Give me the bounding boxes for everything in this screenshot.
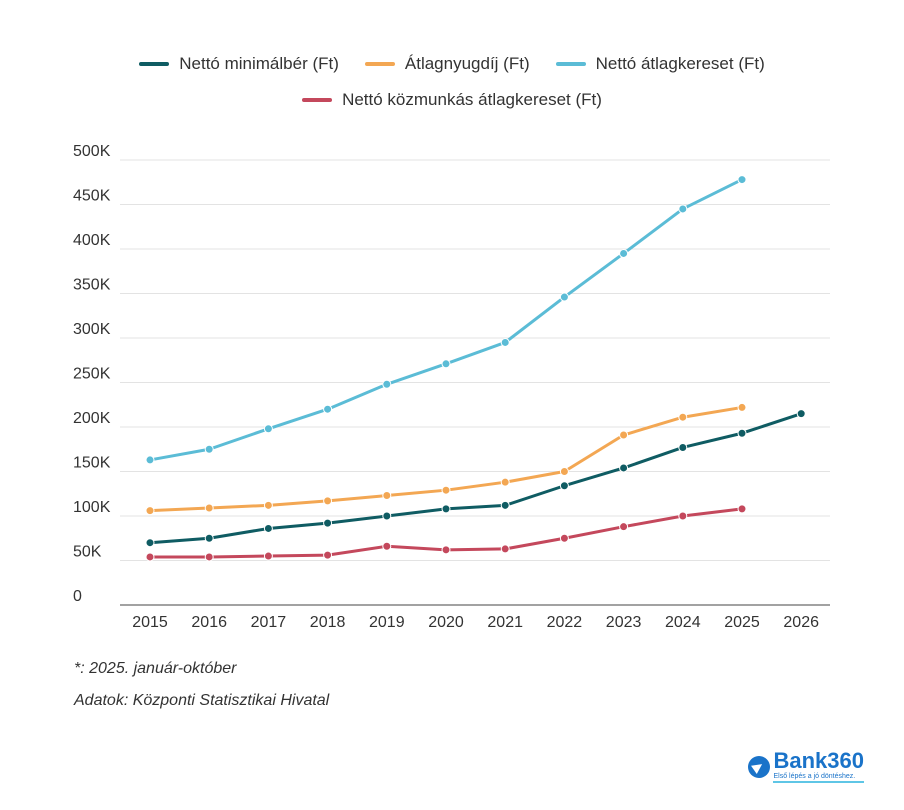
legend-item-atlagkereset: Nettó átlagkereset (Ft) (555, 54, 765, 74)
y-tick-label: 200K (73, 410, 111, 427)
data-point (737, 175, 747, 185)
x-tick-label: 2025 (724, 614, 760, 631)
data-point (737, 428, 747, 438)
data-point (678, 412, 688, 422)
legend-swatch (555, 62, 586, 66)
data-point (559, 292, 569, 302)
series-line (148, 412, 803, 545)
legend-label: Nettó minimálbér (Ft) (179, 54, 339, 73)
data-point (204, 533, 214, 543)
data-point (204, 444, 214, 454)
legend-swatch (302, 98, 333, 102)
data-point (500, 544, 510, 554)
data-point (559, 467, 569, 476)
y-tick-label: 100K (73, 499, 111, 516)
data-point (737, 504, 747, 514)
legend-label: Nettó közmunkás átlagkereset (Ft) (342, 90, 602, 109)
data-point (145, 552, 155, 562)
data-point (500, 337, 510, 347)
y-tick-label: 500K (73, 143, 111, 160)
logo-arrow-icon (748, 755, 771, 778)
legend-label: Nettó átlagkereset (Ft) (595, 54, 765, 73)
data-point (263, 424, 273, 434)
data-point (678, 442, 688, 452)
legend-swatch (364, 62, 395, 66)
data-point (382, 511, 392, 521)
data-point (441, 504, 451, 514)
data-point (263, 500, 273, 510)
data-point (323, 496, 333, 506)
y-tick-label: 350K (73, 277, 111, 294)
footnote: *: 2025. január-október (74, 660, 237, 677)
logo-name: Bank360 (773, 748, 864, 773)
x-tick-label: 2018 (310, 614, 346, 631)
data-point (500, 500, 510, 510)
x-tick-label: 2015 (132, 614, 168, 631)
data-point (737, 402, 747, 412)
x-tick-label: 2023 (606, 614, 642, 631)
legend-label: Átlagnyugdíj (Ft) (404, 54, 530, 73)
data-point (382, 541, 392, 551)
y-tick-label: 300K (73, 321, 111, 338)
line-chart: 0 50K 100K 150K 200K 250K 300K 350K 400K 450K 500K… (73, 143, 830, 631)
data-point (619, 430, 629, 440)
source-note: Adatok: Központi Statisztikai Hivatal (74, 692, 330, 709)
y-tick-label: 50K (73, 544, 102, 561)
data-point (145, 455, 155, 465)
x-tick-label: 2017 (251, 614, 287, 631)
data-point (145, 506, 155, 516)
series-line (148, 178, 744, 462)
legend-item-kozmunkas: Nettó közmunkás átlagkereset (Ft) (302, 90, 602, 110)
x-tick-label: 2022 (547, 614, 583, 631)
data-point (619, 463, 629, 473)
y-tick-label: 450K (73, 188, 111, 205)
data-point (263, 551, 273, 561)
data-point (559, 533, 569, 543)
bank360-logo: Bank360 Első lépés a jó döntéshez. (748, 750, 864, 783)
logo-tagline: Első lépés a jó döntéshez. (773, 773, 864, 783)
legend-item-minimalber: Nettó minimálbér (Ft) (139, 54, 339, 74)
data-point (263, 523, 273, 533)
data-point (678, 204, 688, 214)
y-tick-label: 400K (73, 232, 111, 249)
data-point (500, 477, 510, 487)
y-tick-label: 250K (73, 366, 111, 383)
data-point (145, 538, 155, 548)
data-point (441, 359, 451, 369)
x-tick-label: 2020 (428, 614, 464, 631)
data-point (559, 481, 569, 491)
data-point (323, 550, 333, 560)
data-point (441, 545, 451, 555)
legend-item-atlagnyugdij: Átlagnyugdíj (Ft) (364, 54, 530, 74)
data-point (441, 485, 451, 495)
x-tick-label: 2019 (369, 614, 405, 631)
data-point (204, 503, 214, 513)
data-point (678, 511, 688, 521)
data-point (796, 409, 806, 419)
x-tick-label: 2016 (191, 614, 227, 631)
y-tick-label: 0 (73, 588, 82, 605)
data-point (382, 379, 392, 389)
data-point (323, 404, 333, 414)
x-tick-label: 2026 (783, 614, 819, 631)
data-point (382, 491, 392, 501)
data-point (619, 248, 629, 258)
data-point (323, 518, 333, 528)
y-tick-label: 150K (73, 455, 111, 472)
x-tick-label: 2024 (665, 614, 701, 631)
data-point (204, 552, 214, 562)
legend-swatch (139, 62, 170, 66)
x-tick-label: 2021 (487, 614, 523, 631)
legend-row-1: Nettó minimálbér (Ft) Átlagnyugdíj (Ft) … (0, 54, 904, 74)
legend-row-2: Nettó közmunkás átlagkereset (Ft) (0, 90, 904, 110)
data-point (619, 522, 629, 532)
